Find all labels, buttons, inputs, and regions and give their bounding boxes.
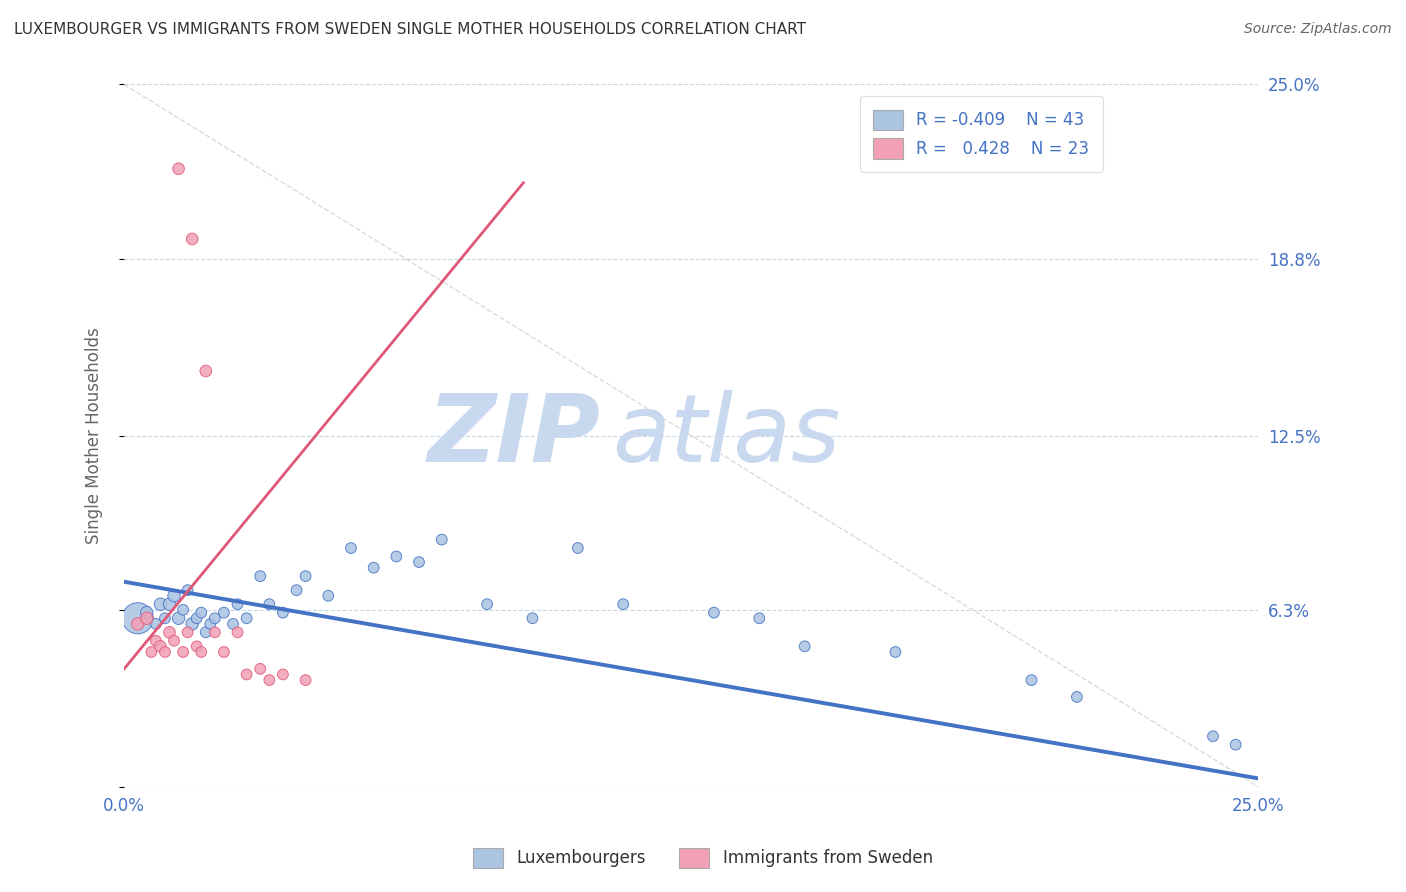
- Point: [135, 611, 157, 625]
- Point: [181, 616, 204, 631]
- Point: [793, 640, 815, 654]
- Point: [159, 597, 181, 611]
- Point: [1066, 690, 1088, 704]
- Point: [226, 625, 249, 640]
- Point: [222, 616, 245, 631]
- Point: [522, 611, 544, 625]
- Point: [135, 606, 157, 620]
- Point: [1021, 673, 1043, 687]
- Point: [159, 625, 181, 640]
- Point: [340, 541, 363, 555]
- Point: [145, 616, 167, 631]
- Point: [204, 611, 226, 625]
- Point: [176, 625, 198, 640]
- Point: [145, 633, 167, 648]
- Point: [363, 560, 385, 574]
- Point: [408, 555, 430, 569]
- Point: [612, 597, 634, 611]
- Point: [748, 611, 770, 625]
- Text: Source: ZipAtlas.com: Source: ZipAtlas.com: [1244, 22, 1392, 37]
- Point: [271, 667, 294, 681]
- Point: [235, 667, 257, 681]
- Point: [186, 611, 208, 625]
- Legend: R = -0.409    N = 43, R =   0.428    N = 23: R = -0.409 N = 43, R = 0.428 N = 23: [859, 96, 1102, 172]
- Point: [567, 541, 589, 555]
- Point: [285, 583, 308, 598]
- Point: [1225, 738, 1247, 752]
- Text: ZIP: ZIP: [427, 390, 600, 482]
- Point: [212, 645, 235, 659]
- Point: [884, 645, 907, 659]
- Point: [226, 597, 249, 611]
- Point: [194, 625, 217, 640]
- Legend: Luxembourgers, Immigrants from Sweden: Luxembourgers, Immigrants from Sweden: [467, 841, 939, 875]
- Point: [316, 589, 339, 603]
- Text: LUXEMBOURGER VS IMMIGRANTS FROM SWEDEN SINGLE MOTHER HOUSEHOLDS CORRELATION CHAR: LUXEMBOURGER VS IMMIGRANTS FROM SWEDEN S…: [14, 22, 806, 37]
- Point: [149, 640, 172, 654]
- Point: [149, 597, 172, 611]
- Point: [172, 645, 194, 659]
- Point: [703, 606, 725, 620]
- Point: [167, 611, 190, 625]
- Point: [186, 640, 208, 654]
- Point: [430, 533, 453, 547]
- Point: [294, 673, 316, 687]
- Point: [153, 611, 176, 625]
- Point: [194, 364, 217, 378]
- Point: [475, 597, 498, 611]
- Point: [235, 611, 257, 625]
- Point: [204, 625, 226, 640]
- Point: [176, 583, 198, 598]
- Point: [200, 616, 222, 631]
- Point: [127, 611, 149, 625]
- Point: [167, 161, 190, 176]
- Point: [190, 606, 212, 620]
- Point: [127, 616, 149, 631]
- Point: [181, 232, 204, 246]
- Point: [163, 633, 186, 648]
- Point: [190, 645, 212, 659]
- Y-axis label: Single Mother Households: Single Mother Households: [86, 327, 103, 544]
- Point: [249, 569, 271, 583]
- Point: [271, 606, 294, 620]
- Point: [259, 673, 281, 687]
- Point: [294, 569, 316, 583]
- Text: atlas: atlas: [612, 390, 841, 481]
- Point: [249, 662, 271, 676]
- Point: [259, 597, 281, 611]
- Point: [1202, 729, 1225, 743]
- Point: [385, 549, 408, 564]
- Point: [212, 606, 235, 620]
- Point: [153, 645, 176, 659]
- Point: [163, 589, 186, 603]
- Point: [141, 645, 163, 659]
- Point: [172, 603, 194, 617]
